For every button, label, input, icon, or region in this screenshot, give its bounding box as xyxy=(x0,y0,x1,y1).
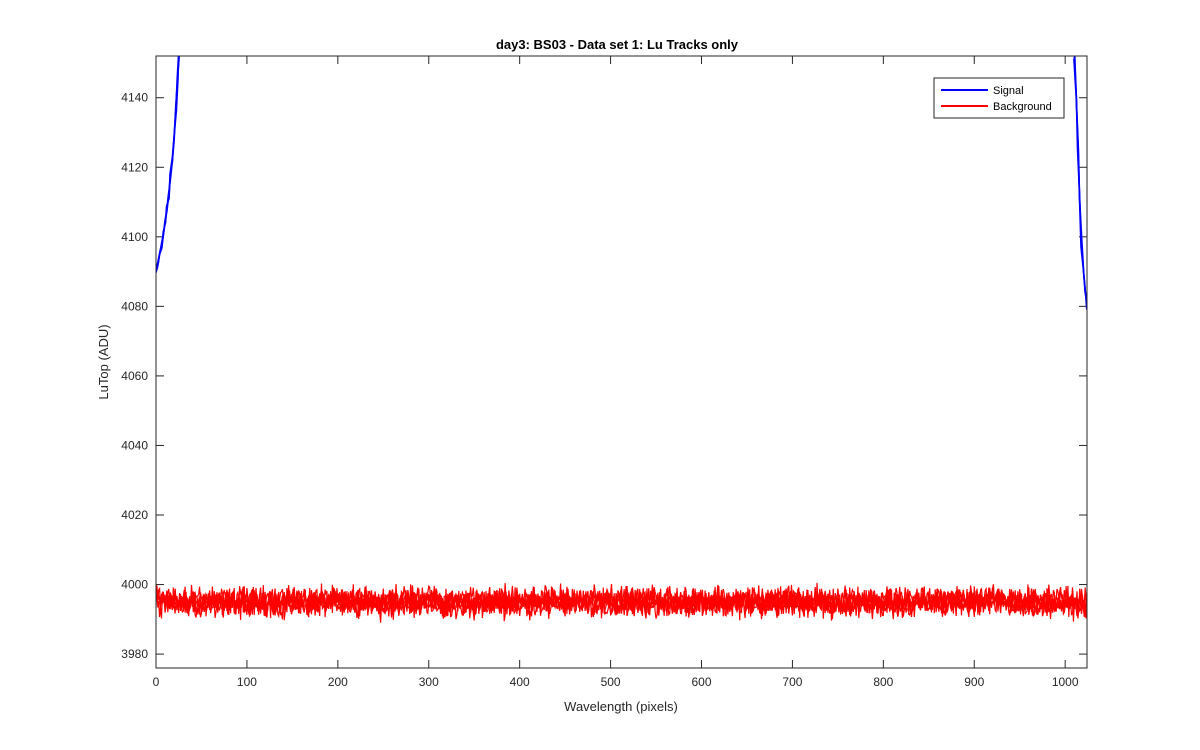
x-tick-label: 300 xyxy=(419,675,439,689)
x-tick-label: 800 xyxy=(873,675,893,689)
y-tick-label: 4000 xyxy=(121,578,148,592)
y-tick-label: 4080 xyxy=(121,299,148,313)
y-tick-label: 4100 xyxy=(121,230,148,244)
y-axis-ticks: 3980 4000 4020 4040 4060 4080 4100 4120 4140 xyxy=(121,91,1087,661)
y-tick-label: 4060 xyxy=(121,369,148,383)
signal-series-line xyxy=(1073,56,1087,305)
legend-box xyxy=(933,77,1065,119)
y-tick-label: 3980 xyxy=(121,647,148,661)
x-tick-label: 500 xyxy=(601,675,621,689)
y-tick-label: 4120 xyxy=(121,160,148,174)
legend-signal-label: Signal xyxy=(993,85,1024,97)
x-axis-label: Wavelength (pixels) xyxy=(564,699,678,714)
signal-series-line xyxy=(156,58,180,271)
series-layer xyxy=(156,56,1087,623)
x-tick-label: 1000 xyxy=(1052,675,1079,689)
legend: Signal Background xyxy=(933,77,1065,119)
y-axis-label: LuTop (ADU) xyxy=(96,324,111,399)
x-tick-label: 100 xyxy=(237,675,257,689)
y-tick-label: 4140 xyxy=(121,91,148,105)
y-tick-label: 4040 xyxy=(121,438,148,452)
x-tick-label: 600 xyxy=(691,675,711,689)
x-tick-label: 900 xyxy=(964,675,984,689)
background-series-line xyxy=(156,584,1087,623)
x-tick-label: 400 xyxy=(510,675,530,689)
chart-title: day3: BS03 - Data set 1: Lu Tracks only xyxy=(496,37,739,52)
x-axis-ticks: 0 100 200 300 400 500 600 700 800 900 1000 xyxy=(153,56,1079,689)
background-series-line xyxy=(156,583,1087,622)
signal-series-line xyxy=(156,56,180,269)
legend-background-label: Background xyxy=(993,101,1052,113)
x-tick-label: 700 xyxy=(782,675,802,689)
signal-series-line xyxy=(156,56,180,274)
x-tick-label: 200 xyxy=(328,675,348,689)
x-tick-label: 0 xyxy=(153,675,160,689)
y-tick-label: 4020 xyxy=(121,508,148,522)
plot-area-frame xyxy=(155,55,1088,669)
